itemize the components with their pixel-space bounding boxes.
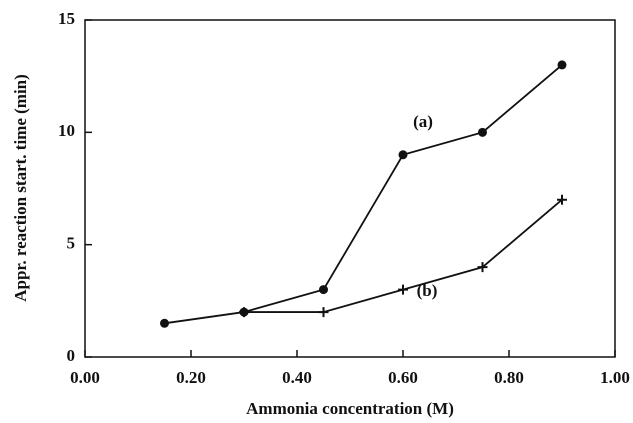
data-point xyxy=(239,307,249,318)
x-tick-label: 0.00 xyxy=(70,368,100,387)
x-tick-label: 0.40 xyxy=(282,368,312,387)
data-point xyxy=(557,60,567,70)
data-point xyxy=(557,194,567,205)
data-point xyxy=(398,150,408,160)
y-tick-label: 10 xyxy=(58,121,75,140)
series-label: (b) xyxy=(417,281,438,300)
x-tick-label: 1.00 xyxy=(600,368,630,387)
y-tick-label: 15 xyxy=(58,9,75,28)
x-tick-label: 0.60 xyxy=(388,368,418,387)
x-tick-label: 0.20 xyxy=(176,368,206,387)
x-tick-label: 0.80 xyxy=(494,368,524,387)
data-point xyxy=(160,318,169,328)
series-line xyxy=(164,64,563,325)
series-label: (a) xyxy=(413,112,433,131)
data-point xyxy=(318,307,329,318)
x-axis-label: Ammonia concentration (M) xyxy=(246,399,454,418)
data-point xyxy=(319,285,328,295)
series-line xyxy=(244,199,563,313)
plot-frame xyxy=(84,19,616,358)
data-point xyxy=(477,262,488,273)
y-axis-label: Appr. reaction start. time (min) xyxy=(11,74,30,302)
y-tick-label: 5 xyxy=(67,234,76,253)
y-tick-label: 0 xyxy=(67,346,76,365)
data-point xyxy=(478,127,487,137)
data-point xyxy=(398,284,408,295)
